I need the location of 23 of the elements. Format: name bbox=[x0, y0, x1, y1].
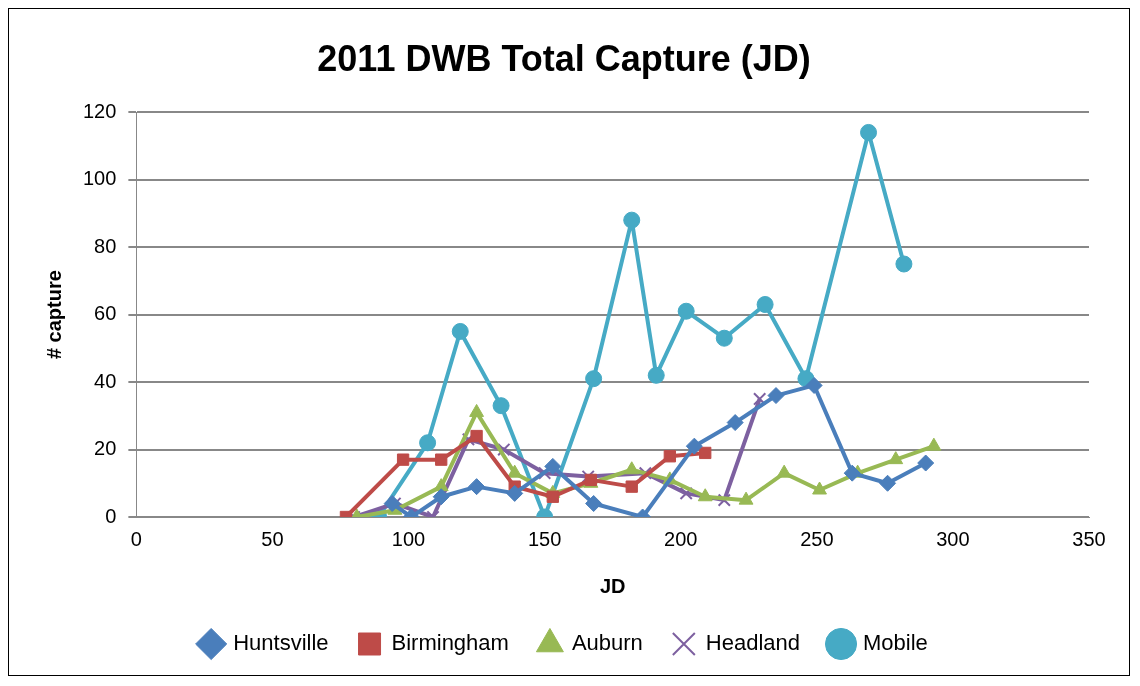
y-tick-label: 80 bbox=[94, 234, 117, 257]
legend-label: Auburn bbox=[571, 630, 643, 656]
y-tick-label: 60 bbox=[94, 302, 117, 325]
x-tick-label: 150 bbox=[527, 527, 562, 550]
y-tick-label: 40 bbox=[94, 369, 117, 392]
x-tick-label: 200 bbox=[664, 527, 698, 550]
x-tick-label: 0 bbox=[130, 527, 142, 550]
y-tick-label: 20 bbox=[94, 437, 117, 460]
x-tick-label: 350 bbox=[1072, 527, 1106, 550]
chart-title: 2011 DWB Total Capture (JD) bbox=[317, 37, 811, 79]
y-axis-title: # capture bbox=[42, 270, 65, 360]
x-tick-label: 250 bbox=[800, 527, 834, 550]
legend-label: Mobile bbox=[863, 630, 928, 656]
x-tick-label: 100 bbox=[391, 527, 426, 550]
x-axis-title: JD bbox=[599, 574, 626, 597]
x-tick-label: 300 bbox=[936, 527, 970, 550]
legend-label: Birmingham bbox=[391, 630, 509, 656]
legend-label: Huntsville bbox=[233, 630, 329, 656]
y-tick-label: 100 bbox=[82, 167, 117, 190]
y-tick-label: 0 bbox=[105, 504, 117, 527]
y-tick-label: 120 bbox=[82, 99, 117, 122]
x-tick-label: 50 bbox=[261, 527, 284, 550]
legend-label: Headland bbox=[705, 630, 801, 656]
